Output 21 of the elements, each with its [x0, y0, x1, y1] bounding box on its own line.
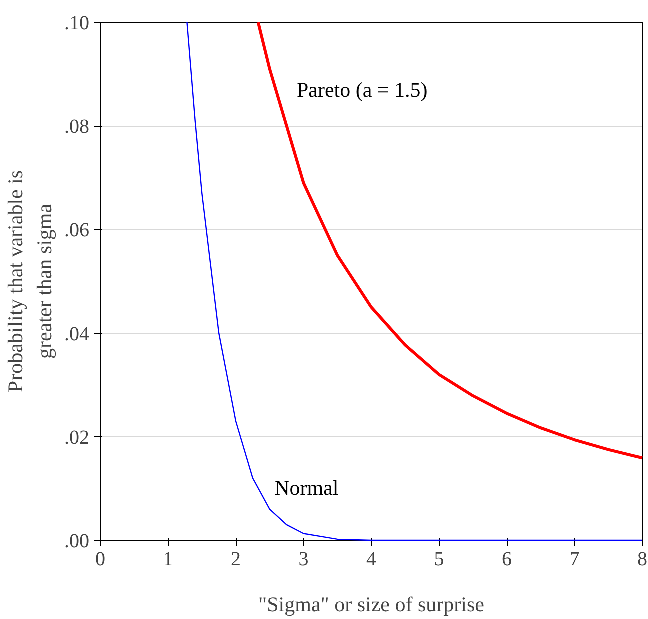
line-series — [186, 22, 644, 542]
line-series — [256, 21, 644, 460]
series-label: Normal — [274, 476, 339, 500]
x-tick-label: 7 — [570, 548, 580, 570]
x-tick-label: 5 — [434, 548, 444, 570]
x-tick-label: 4 — [366, 548, 376, 570]
x-tick-label: 6 — [502, 548, 512, 570]
y-tick-label: .06 — [64, 220, 90, 242]
x-tick-label: 1 — [163, 548, 174, 570]
x-tick-label: 3 — [298, 548, 309, 570]
y-tick-label: .02 — [64, 426, 90, 449]
x-tick-label: 0 — [96, 548, 106, 570]
x-tick-label: 2 — [231, 548, 241, 570]
series-label: Pareto (a = 1.5) — [296, 78, 428, 102]
y-tick-label: .10 — [64, 12, 90, 34]
x-axis-title: "Sigma" or size of surprise — [258, 592, 484, 616]
y-axis-title: Probability that variable is greater than sigma — [4, 170, 56, 393]
y-tick-label: .00 — [64, 530, 90, 552]
y-tick-label: .04 — [64, 323, 90, 346]
y-tick-label: .08 — [64, 116, 90, 138]
x-tick-label: 8 — [638, 548, 648, 570]
